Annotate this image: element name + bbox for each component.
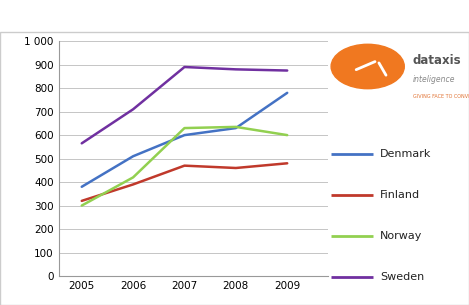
Text: dataxis: dataxis	[413, 54, 461, 67]
Text: Sweden: Sweden	[380, 272, 424, 282]
Sweden	[130, 107, 136, 111]
Text: GIVING FACE TO CONVERGENCE: GIVING FACE TO CONVERGENCE	[413, 94, 469, 99]
Finland	[233, 166, 239, 170]
Norway	[182, 126, 187, 130]
Text: inteligence: inteligence	[413, 75, 455, 84]
Denmark	[284, 91, 290, 95]
Denmark	[233, 126, 239, 130]
Finland	[130, 183, 136, 186]
Sweden	[284, 69, 290, 72]
Finland	[79, 199, 84, 203]
Text: Denmark: Denmark	[380, 149, 432, 159]
Text: Norway: Norway	[380, 231, 423, 241]
Text: TV sales in Northern Europe, in 000  units,  2005-2009: TV sales in Northern Europe, in 000 unit…	[54, 10, 415, 23]
Line: Finland: Finland	[82, 163, 287, 201]
Line: Denmark: Denmark	[82, 93, 287, 187]
Line: Norway: Norway	[82, 127, 287, 206]
Denmark	[79, 185, 84, 188]
Norway	[79, 204, 84, 207]
Sweden	[182, 65, 187, 69]
Norway	[284, 133, 290, 137]
Finland	[284, 161, 290, 165]
Denmark	[130, 154, 136, 158]
Norway	[233, 125, 239, 129]
Finland	[182, 164, 187, 167]
Sweden	[233, 67, 239, 71]
Denmark	[182, 133, 187, 137]
Line: Sweden: Sweden	[82, 67, 287, 143]
Sweden	[79, 142, 84, 145]
Norway	[130, 176, 136, 179]
Circle shape	[331, 44, 404, 89]
Text: Finland: Finland	[380, 190, 421, 200]
